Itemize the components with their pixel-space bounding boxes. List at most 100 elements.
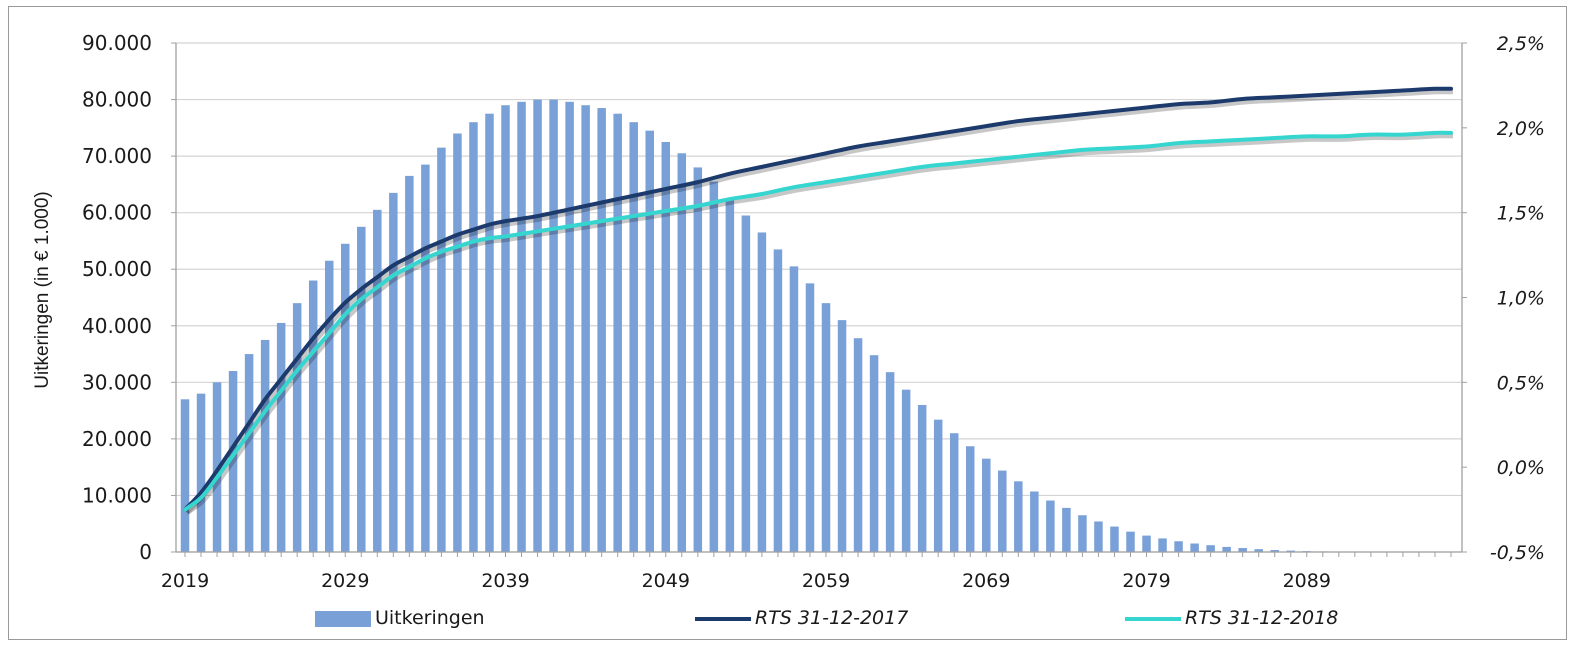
bar <box>517 101 526 552</box>
bar <box>1046 500 1055 552</box>
bar <box>1014 481 1023 552</box>
bar <box>965 446 975 552</box>
x-tick-label: 2079 <box>1122 570 1170 592</box>
y-tick-label: 90.000 <box>82 31 152 55</box>
bar <box>805 283 815 552</box>
bar <box>1270 550 1279 552</box>
bar <box>1158 538 1167 552</box>
bar <box>581 105 590 552</box>
line-rts-2018 <box>183 130 1453 512</box>
bar <box>421 164 430 552</box>
y2-tick-label: 2,5% <box>1497 33 1545 55</box>
bar-series-uitkeringen <box>180 99 1456 553</box>
y-axis-ticks-left: 0 10.000 20.000 30.000 40.000 50.000 60.000 70.… <box>82 31 152 564</box>
y-axis-ticks-right: -0,5% 0,0% 0,5% 1,0% 1,5% 2,0% 2,5% <box>1490 33 1545 564</box>
bar <box>613 113 622 552</box>
bar <box>661 141 671 552</box>
y2-tick-label: 0,5% <box>1497 372 1545 394</box>
x-tick-label: 2089 <box>1283 570 1331 592</box>
bar <box>565 101 574 552</box>
bar <box>276 322 286 552</box>
bar <box>693 167 703 552</box>
bar <box>757 232 767 552</box>
legend: Uitkeringen RTS 31-12-2017 RTS 31-12-2018 <box>315 607 1338 629</box>
bar <box>1286 550 1295 552</box>
y-tick-label: 60.000 <box>82 201 152 225</box>
y2-tick-label: 2,0% <box>1497 118 1545 140</box>
bar <box>357 226 366 553</box>
axes <box>171 42 1467 557</box>
bar <box>485 113 494 552</box>
bar <box>837 320 847 552</box>
y2-tick-label: 1,0% <box>1497 288 1545 310</box>
bar <box>949 433 959 552</box>
line-rts-2017 <box>183 86 1453 512</box>
bar <box>1254 549 1263 552</box>
bar <box>1094 521 1103 552</box>
x-tick-label: 2029 <box>321 570 369 592</box>
y2-tick-label: -0,5% <box>1490 542 1545 564</box>
bar <box>821 303 831 552</box>
bar <box>196 393 206 552</box>
bar <box>437 147 446 552</box>
bar <box>917 404 927 552</box>
bar <box>773 249 783 552</box>
bar <box>998 470 1007 552</box>
line-shadow <box>185 133 1454 515</box>
x-axis-ticks: 2019 2029 2039 2049 2059 2069 2079 2089 <box>161 570 1331 592</box>
bar <box>244 354 254 552</box>
bar <box>629 122 638 552</box>
x-tick-label: 2059 <box>802 570 850 592</box>
bar <box>308 280 318 552</box>
legend-label: Uitkeringen <box>375 607 485 629</box>
bar <box>709 181 719 553</box>
bar <box>725 198 735 552</box>
bar <box>645 130 654 552</box>
bar <box>1238 548 1247 552</box>
y2-tick-label: 0,0% <box>1497 457 1545 479</box>
bar <box>982 458 991 552</box>
bar <box>1126 531 1135 552</box>
legend-label: RTS 31-12-2017 <box>755 607 908 629</box>
bar <box>453 133 462 552</box>
bar <box>1078 515 1087 552</box>
bar <box>292 303 302 552</box>
y-tick-label: 70.000 <box>82 144 152 168</box>
x-tick-label: 2019 <box>161 570 209 592</box>
legend-label: RTS 31-12-2018 <box>1185 607 1338 629</box>
bar <box>501 105 510 552</box>
y-tick-label: 10.000 <box>82 483 152 507</box>
bar <box>389 192 398 552</box>
bar <box>549 99 558 553</box>
bar <box>533 99 542 553</box>
x-tick-label: 2039 <box>481 570 529 592</box>
bar <box>469 122 478 552</box>
y-axis-label: Uitkeringen (in € 1.000) <box>32 191 53 389</box>
bar <box>597 108 606 553</box>
bar <box>341 243 350 552</box>
bar <box>1222 546 1231 552</box>
bar <box>885 372 895 552</box>
bar <box>789 266 799 552</box>
bar <box>1142 535 1151 552</box>
bar <box>677 153 687 553</box>
bar <box>1190 543 1199 552</box>
bar <box>405 175 414 552</box>
legend-swatch-bar <box>315 611 371 627</box>
bar <box>901 389 911 552</box>
y-tick-label: 50.000 <box>82 257 152 281</box>
line-shadow <box>185 89 1454 515</box>
bar <box>853 338 863 552</box>
x-tick-label: 2049 <box>642 570 690 592</box>
bar <box>228 371 238 552</box>
y-tick-label: 30.000 <box>82 370 152 394</box>
y-tick-label: 0 <box>139 540 152 564</box>
bar <box>1110 526 1119 552</box>
bar <box>260 339 270 552</box>
bar <box>1030 491 1039 552</box>
line-series <box>183 86 1454 515</box>
y-tick-label: 40.000 <box>82 314 152 338</box>
y-tick-label: 80.000 <box>82 88 152 112</box>
x-tick-label: 2069 <box>962 570 1010 592</box>
